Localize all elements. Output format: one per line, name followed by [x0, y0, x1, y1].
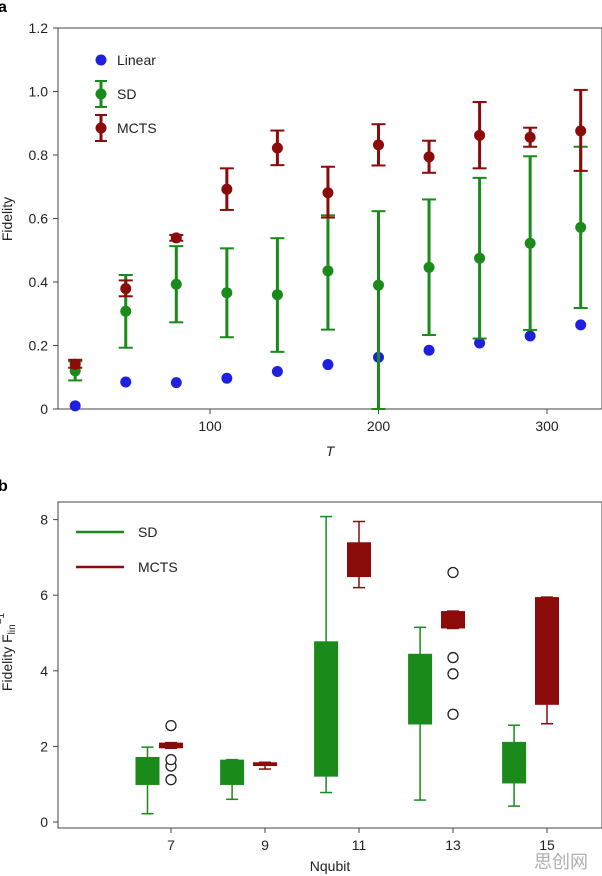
mcts-point	[524, 131, 536, 143]
panel-a-x-label: T	[326, 443, 336, 459]
panel-a-legend: Linear SD MCTS	[95, 52, 157, 142]
a-y-tick-label: 0.8	[29, 147, 49, 163]
b-y-tick-label: 2	[40, 738, 48, 754]
mcts-box	[347, 542, 371, 578]
a-y-tick-label: 1.2	[29, 20, 49, 36]
b-x-tick-label: 9	[261, 837, 269, 853]
a-y-tick-label: 0.6	[29, 211, 49, 227]
sd-point	[170, 278, 182, 290]
a-y-tick-label: 0.4	[29, 274, 49, 290]
b-x-tick-label: 7	[167, 837, 175, 853]
a-y-tick-label: 1.0	[29, 84, 49, 100]
panel-a: a 0 0.2 0.4 0.6 0.8 1.0 1.2 100 200 300 Linear SD…	[0, 0, 602, 459]
a-x-tick-label: 200	[367, 418, 391, 434]
legend-linear-marker	[95, 54, 107, 66]
sd-box	[220, 759, 245, 785]
panel-a-y-axis: 0 0.2 0.4 0.6 0.8 1.0 1.2	[29, 20, 58, 417]
watermark: 思创网	[534, 852, 588, 872]
b-y-tick-label: 8	[40, 512, 48, 528]
b-x-tick-label: 15	[539, 837, 555, 853]
mcts-outlier	[165, 774, 177, 786]
mcts-outlier	[447, 566, 459, 579]
panel-b-y-label: Fidelity Flin−1	[0, 612, 18, 691]
mcts-box	[535, 597, 559, 705]
b-x-tick-label: 13	[445, 837, 461, 853]
mcts-outlier	[165, 753, 177, 766]
linear-point	[271, 366, 283, 378]
b-x-tick-label: 11	[352, 837, 367, 853]
legend-b-sd-label: SD	[138, 524, 157, 540]
sd-point	[423, 261, 435, 273]
panel-b-plot-area	[135, 515, 559, 815]
a-x-tick-label: 100	[198, 418, 222, 434]
linear-point	[474, 337, 486, 349]
mcts-point	[373, 139, 384, 151]
panel-b-legend: SD MCTS	[76, 524, 178, 575]
panel-a-letter: a	[0, 0, 7, 16]
b-y-tick-label: 6	[40, 587, 48, 603]
sd-box	[408, 653, 433, 725]
sd-point	[221, 287, 233, 299]
mcts-point	[221, 183, 233, 195]
sd-point	[575, 221, 587, 233]
a-x-tick-label: 300	[535, 418, 559, 434]
sd-box	[502, 741, 527, 784]
legend-mcts-label: MCTS	[117, 120, 157, 136]
a-y-tick-label: 0	[40, 401, 48, 417]
panel-b-x-axis: 7 9 11 13 15	[167, 828, 555, 853]
linear-point	[69, 400, 81, 412]
panel-a-x-axis: 100 200 300	[198, 409, 559, 434]
panel-b-y-label-sup: −1	[0, 612, 7, 624]
linear-point	[524, 330, 536, 342]
panel-a-y-label: Fidelity	[0, 197, 15, 241]
mcts-point	[322, 187, 334, 199]
mcts-point	[170, 232, 182, 244]
a-y-tick-label: 0.2	[29, 338, 49, 354]
panel-b-y-label-main: Fidelity F	[0, 634, 15, 691]
mcts-outlier	[447, 668, 459, 680]
mcts-point	[120, 283, 132, 295]
mcts-point	[69, 358, 81, 370]
linear-point	[322, 359, 334, 371]
linear-point	[575, 319, 587, 331]
legend-mcts-marker	[95, 122, 107, 134]
linear-point	[423, 344, 435, 356]
legend-linear-label: Linear	[117, 52, 156, 68]
panel-b-x-label: Nqubit	[310, 858, 351, 874]
mcts-outlier	[447, 651, 459, 664]
panel-b-y-axis: 0 2 4 6 8	[40, 512, 58, 830]
panel-b-y-label-sub: lin	[7, 624, 18, 634]
sd-box	[135, 756, 160, 785]
sd-box	[314, 641, 339, 777]
mcts-box	[441, 611, 465, 629]
mcts-outlier	[165, 719, 177, 732]
b-y-tick-label: 0	[40, 814, 48, 830]
sd-point	[373, 279, 384, 291]
sd-point	[271, 289, 283, 301]
linear-point	[221, 372, 233, 384]
legend-sd-label: SD	[117, 86, 136, 102]
sd-point	[474, 252, 486, 264]
mcts-point	[575, 125, 587, 137]
legend-b-mcts-label: MCTS	[138, 559, 178, 575]
sd-point	[524, 237, 536, 249]
panel-b-letter: b	[0, 478, 8, 495]
panel-b: b 0 2 4 6 8 7 9 11 13 15 SD MCTS Nqubit Fidelity …	[0, 478, 602, 874]
mcts-box	[253, 762, 277, 767]
linear-point	[120, 376, 132, 388]
mcts-box	[159, 742, 183, 749]
sd-point	[322, 265, 334, 277]
mcts-point	[474, 129, 486, 141]
mcts-point	[423, 151, 435, 163]
mcts-outlier	[447, 708, 459, 720]
b-y-tick-label: 4	[40, 663, 48, 679]
legend-sd-marker	[95, 88, 107, 100]
panel-a-plot-area	[68, 88, 588, 412]
linear-point	[170, 377, 182, 389]
mcts-point	[271, 142, 283, 154]
sd-point	[120, 305, 132, 317]
panel-b-frame	[57, 501, 602, 829]
